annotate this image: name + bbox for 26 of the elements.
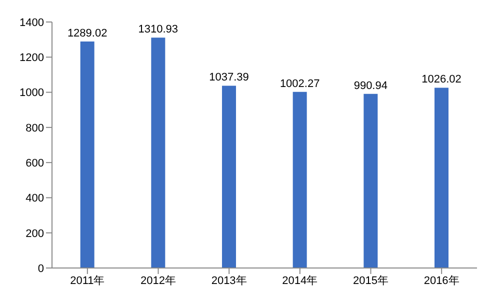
x-tick-label: 2014年 [282,274,318,287]
data-label: 1289.02 [67,28,108,40]
data-label: 1310.93 [138,24,178,36]
bar [434,88,448,268]
bar [151,38,166,268]
y-tick-label: 800 [26,122,44,134]
bar [364,94,378,268]
data-label: 1002.27 [280,78,320,90]
data-label: 1026.02 [422,74,462,86]
x-tick-label: 2016年 [424,274,460,287]
bar [80,42,94,268]
y-tick-label: 1400 [20,16,44,29]
x-tick-label: 2013年 [211,274,247,287]
data-label: 1037.39 [209,72,249,84]
y-tick-label: 200 [26,228,44,240]
bar [222,86,236,268]
data-label: 990.94 [354,80,388,92]
y-tick-label: 1000 [20,87,44,100]
y-tick-label: 400 [26,192,44,205]
y-tick-label: 0 [38,262,44,275]
x-tick-label: 2011年 [70,274,105,287]
y-tick-label: 600 [26,157,44,170]
bar [292,92,307,268]
x-tick-label: 2015年 [353,274,388,287]
x-tick-label: 2012年 [140,274,176,287]
y-tick-label: 1200 [20,52,44,64]
